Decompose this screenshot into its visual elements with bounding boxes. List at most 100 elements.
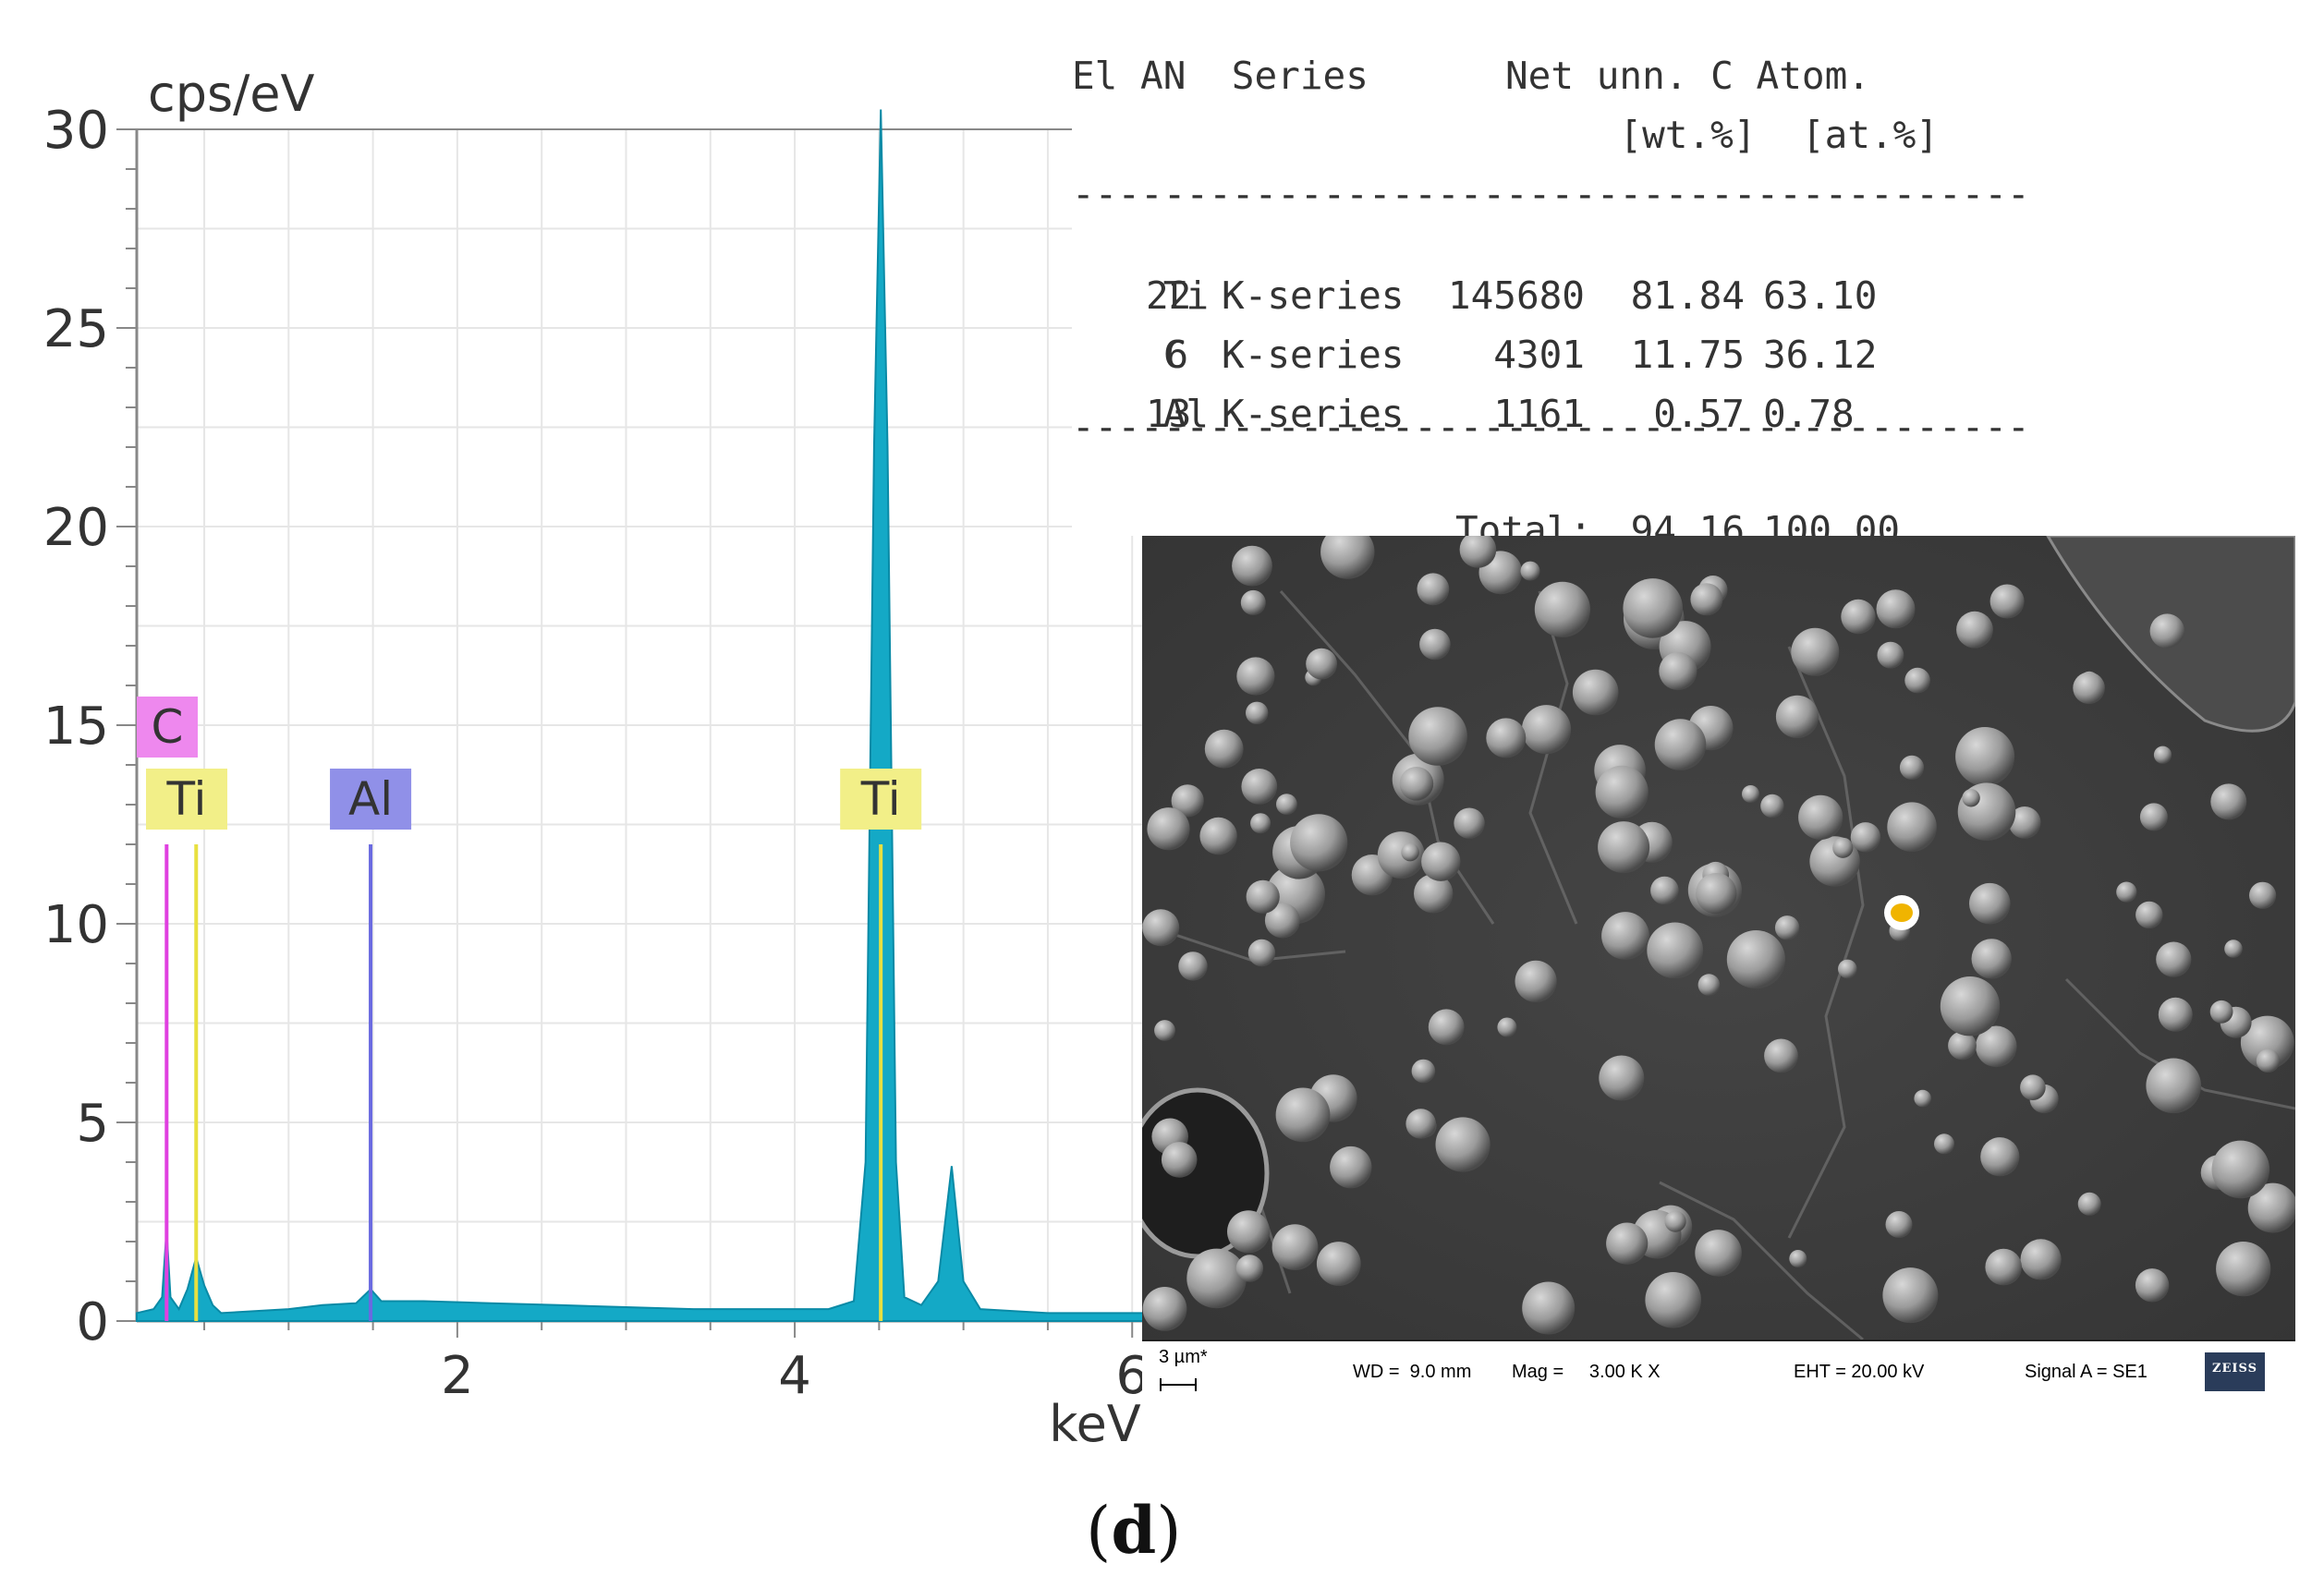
particle: [2158, 997, 2193, 1032]
particle: [1497, 1017, 1517, 1037]
cell-an: 13: [1146, 392, 1192, 436]
cell-at: 36.12: [1763, 333, 1878, 377]
particle: [1199, 817, 1237, 855]
particle: [1742, 785, 1759, 803]
cell-net: 145680: [1447, 273, 1585, 318]
particle: [1985, 1248, 2022, 1286]
particle: [1178, 952, 1208, 981]
particle: [1264, 903, 1300, 939]
particle: [2135, 901, 2163, 929]
y-tick-label: 10: [43, 895, 109, 955]
particle: [1962, 789, 1980, 807]
particle: [1401, 842, 1419, 862]
particle: [1599, 1055, 1645, 1101]
particle: [1405, 1109, 1436, 1139]
particle: [1659, 651, 1697, 691]
marker-label-ti: Ti: [860, 772, 901, 826]
particle: [1971, 939, 2012, 979]
panel-label: (d): [1086, 1492, 1182, 1569]
cell-net: 4301: [1493, 333, 1585, 377]
spectrum-area: [136, 109, 1184, 1322]
scale-bar: [1160, 1378, 1197, 1391]
scale-bar-label: 3 µm*: [1159, 1347, 1208, 1367]
particle: [1272, 1224, 1319, 1270]
x-tick-label: 2: [441, 1346, 474, 1406]
particle: [2139, 803, 2168, 831]
particle: [1899, 755, 1925, 780]
particle: [1904, 667, 1930, 694]
particle: [1414, 874, 1454, 914]
particle: [1791, 627, 1840, 676]
y-tick-label: 0: [76, 1292, 109, 1352]
particle: [1399, 767, 1434, 801]
marker-box-c: [137, 697, 198, 758]
marker-box-ti: [146, 769, 227, 830]
particle: [1232, 545, 1272, 587]
cell-series: K-series: [1222, 273, 1405, 318]
particle: [1948, 1031, 1977, 1061]
particle: [1459, 536, 1497, 568]
cell-wt: 0.57: [1653, 392, 1745, 436]
particle: [1774, 915, 1800, 940]
particle: [1522, 1281, 1576, 1335]
particle: [1428, 1009, 1465, 1046]
particle: [1306, 648, 1337, 680]
particle: [1408, 707, 1467, 766]
sem-info-bar: 3 µm* WD = 9.0 mm Mag = 3.00 K X EHT = 2…: [1142, 1339, 2295, 1400]
y-tick-label: 30: [43, 101, 109, 161]
particle: [2146, 1058, 2201, 1114]
particle: [2210, 783, 2247, 820]
particle: [2020, 1239, 2062, 1280]
particle: [1623, 578, 1683, 638]
particle: [1240, 589, 1266, 615]
y-axis-title: cps/eV: [148, 65, 315, 123]
particle: [1316, 1242, 1361, 1286]
sem-micrograph: 3 µm* WD = 9.0 mm Mag = 3.00 K X EHT = 2…: [1142, 536, 2295, 1400]
particle: [1650, 876, 1679, 905]
particle: [1419, 628, 1451, 661]
y-tick-label: 15: [43, 697, 109, 757]
analysis-spot-marker: [1891, 903, 1913, 922]
sem-image: [1142, 536, 2295, 1341]
particle: [1521, 705, 1572, 755]
table-header-row-2: [wt.%] [at.%]: [1072, 113, 1939, 157]
particle: [1275, 1087, 1331, 1143]
particle: [1775, 695, 1819, 738]
particle: [2116, 881, 2137, 903]
working-distance: WD = 9.0 mm: [1353, 1362, 1472, 1382]
cell-at: 63.10: [1763, 273, 1878, 318]
particle: [1534, 581, 1590, 637]
particle: [1241, 769, 1278, 805]
particle: [2249, 881, 2277, 909]
particle: [1969, 882, 2011, 925]
cell-at: 0.78: [1763, 392, 1855, 436]
cell-an: 22: [1146, 273, 1192, 318]
particle: [1690, 583, 1723, 616]
particle: [1695, 1230, 1742, 1277]
particle: [1654, 719, 1707, 770]
particle: [1955, 727, 2015, 786]
particle: [2256, 1049, 2281, 1073]
particle: [1246, 701, 1269, 724]
particle: [1989, 584, 2025, 619]
accelerating-voltage: EHT = 20.00 kV: [1794, 1362, 1925, 1382]
particle: [1142, 1287, 1187, 1331]
particle: [1171, 784, 1204, 818]
particle: [1934, 1133, 1954, 1155]
marker-label-ti: Ti: [166, 772, 207, 826]
particle: [1606, 1222, 1649, 1265]
particle: [2008, 806, 2041, 839]
marker-box-ti: [840, 769, 922, 830]
particle: [1515, 960, 1557, 1002]
particle: [1142, 909, 1180, 947]
particle: [1887, 802, 1937, 852]
particle: [2153, 746, 2172, 764]
cell-el: Al: [1162, 392, 1210, 436]
x-tick-label: 4: [778, 1346, 811, 1406]
particle: [1520, 561, 1540, 581]
y-tick-label: 25: [43, 299, 109, 359]
zeiss-logo-text: ZEISS: [2212, 1362, 2257, 1376]
particle: [2156, 941, 2192, 977]
particle: [1601, 912, 1649, 960]
particle: [1204, 729, 1244, 769]
